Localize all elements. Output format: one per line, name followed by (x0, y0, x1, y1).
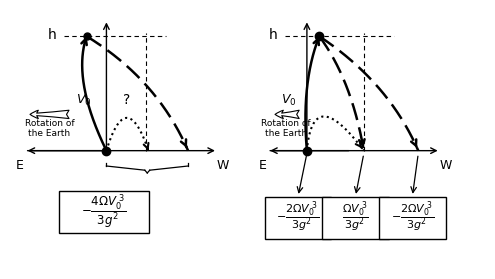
Text: W: W (217, 159, 229, 172)
Text: $\dfrac{\Omega V_0^{\ 3}}{3g^2}$: $\dfrac{\Omega V_0^{\ 3}}{3g^2}$ (342, 199, 369, 234)
FancyBboxPatch shape (322, 197, 389, 239)
FancyBboxPatch shape (59, 191, 148, 233)
Text: Rotation of
the Earth: Rotation of the Earth (261, 119, 311, 138)
Text: $-\dfrac{2\Omega V_0^{\ 3}}{3g^2}$: $-\dfrac{2\Omega V_0^{\ 3}}{3g^2}$ (277, 199, 319, 234)
Text: $V_0$: $V_0$ (76, 93, 92, 108)
Text: $-\dfrac{2\Omega V_0^{\ 3}}{3g^2}$: $-\dfrac{2\Omega V_0^{\ 3}}{3g^2}$ (391, 199, 434, 234)
Text: h: h (48, 28, 57, 42)
Text: E: E (258, 159, 266, 172)
Text: ?: ? (123, 93, 130, 107)
Text: Rotation of
the Earth: Rotation of the Earth (25, 119, 74, 138)
Text: $V_0$: $V_0$ (282, 93, 297, 108)
Text: $-\dfrac{4\Omega V_0^{\ 3}}{3g^2}$: $-\dfrac{4\Omega V_0^{\ 3}}{3g^2}$ (81, 192, 127, 230)
Text: E: E (16, 159, 24, 172)
Text: W: W (440, 159, 451, 172)
FancyBboxPatch shape (264, 197, 332, 239)
Text: h: h (268, 28, 277, 42)
FancyBboxPatch shape (379, 197, 446, 239)
